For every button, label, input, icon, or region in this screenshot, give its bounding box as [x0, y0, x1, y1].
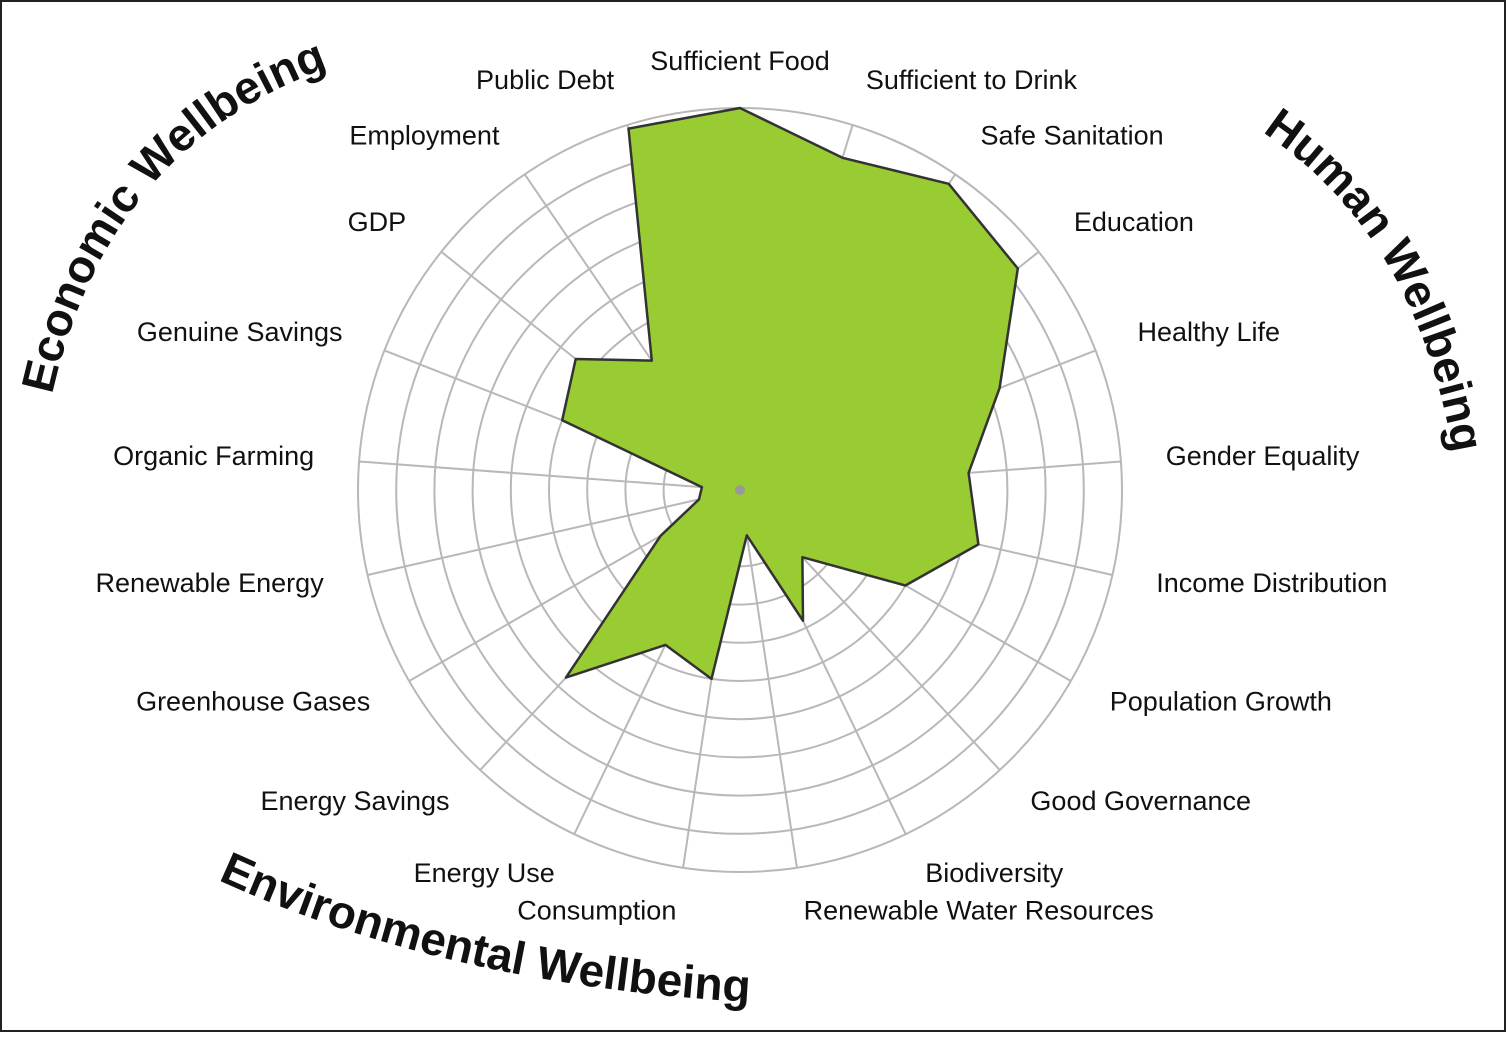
category-label: Healthy Life: [1137, 317, 1280, 347]
spoke: [739, 489, 798, 868]
category-label: Biodiversity: [925, 858, 1064, 888]
category-label: Good Governance: [1030, 786, 1251, 816]
category-label: Greenhouse Gases: [136, 687, 370, 717]
category-label: Renewable Water Resources: [804, 895, 1154, 925]
center-dot: [735, 485, 745, 495]
category-label: Sufficient Food: [650, 46, 830, 76]
category-label: Employment: [349, 120, 500, 150]
category-label: Public Debt: [476, 65, 615, 95]
category-label: Safe Sanitation: [981, 120, 1164, 150]
category-label: Gender Equality: [1166, 441, 1360, 471]
category-label: Sufficient to Drink: [866, 65, 1078, 95]
category-label: GDP: [348, 207, 407, 237]
radar-area: [560, 106, 1020, 681]
category-label: Population Growth: [1110, 687, 1332, 717]
category-label: Income Distribution: [1156, 568, 1387, 598]
category-label: Energy Savings: [260, 786, 449, 816]
category-label: Organic Farming: [113, 441, 314, 471]
spoke: [367, 489, 741, 576]
category-label: Consumption: [517, 895, 676, 925]
category-label: Energy Use: [414, 858, 555, 888]
category-label: Genuine Savings: [137, 317, 343, 347]
spoke: [358, 460, 741, 491]
category-label: Renewable Energy: [96, 568, 325, 598]
category-label: Education: [1074, 207, 1194, 237]
